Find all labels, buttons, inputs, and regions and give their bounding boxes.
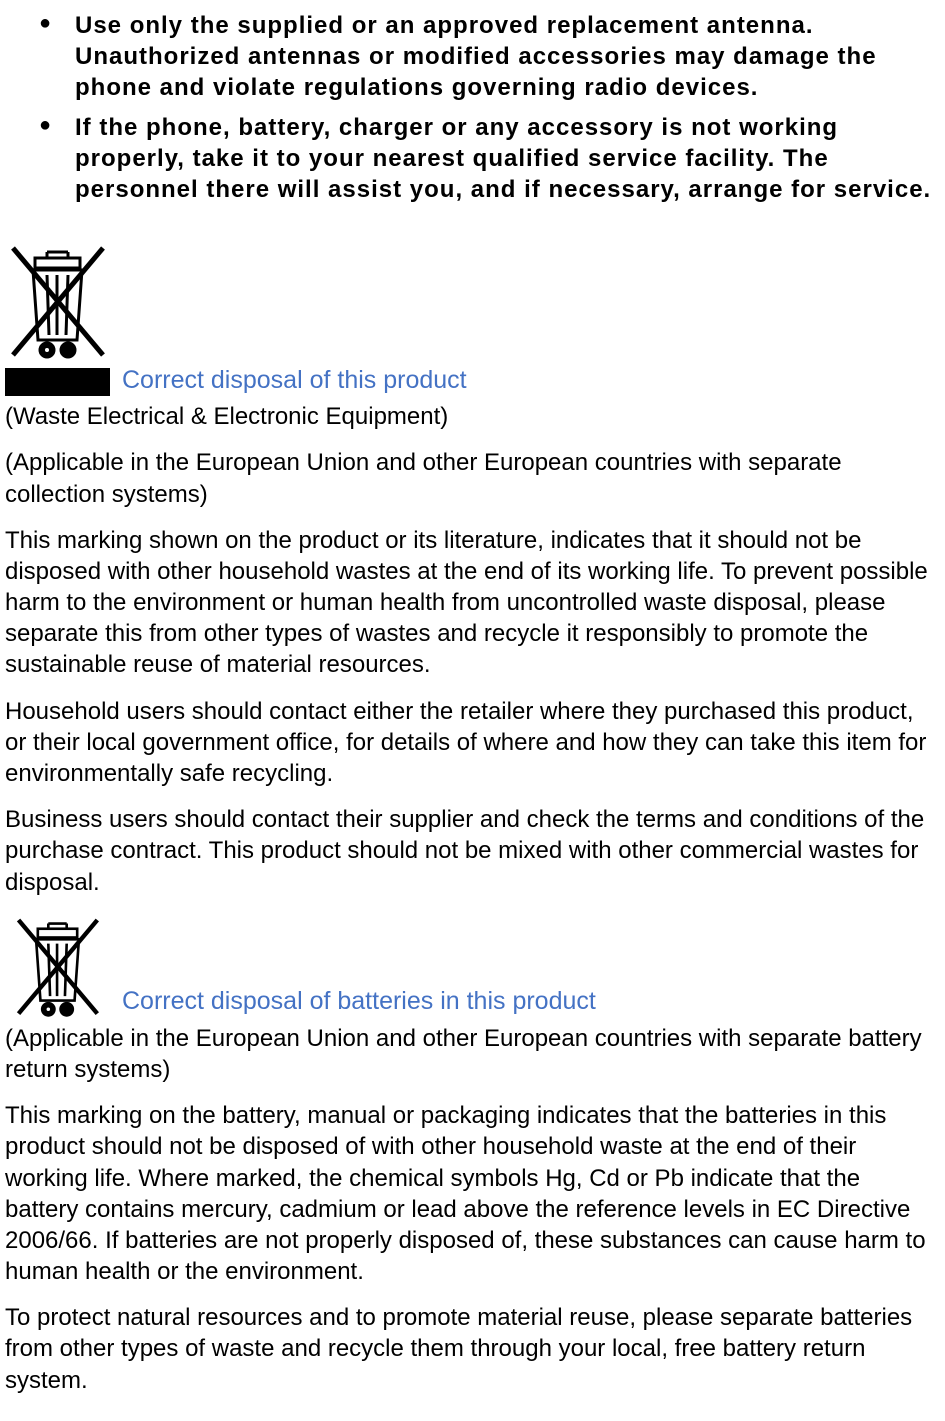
battery-p1: (Applicable in the European Union and ot…	[5, 1023, 940, 1085]
battery-p2: This marking on the battery, manual or p…	[5, 1100, 940, 1287]
battery-p3: To protect natural resources and to prom…	[5, 1302, 940, 1396]
care-bullet-list: Use only the supplied or an approved rep…	[5, 10, 940, 205]
disposal-p4: Business users should contact their supp…	[5, 804, 940, 898]
bullet-item-service: If the phone, battery, charger or any ac…	[45, 112, 940, 206]
battery-disposal-icon-row: Correct disposal of batteries in this pr…	[5, 913, 940, 1018]
disposal-p1: (Applicable in the European Union and ot…	[5, 447, 940, 509]
disposal-icon-block: Correct disposal of this product	[5, 240, 940, 401]
bullet-item-antenna: Use only the supplied or an approved rep…	[45, 10, 940, 104]
disposal-p3: Household users should contact either th…	[5, 696, 940, 790]
disposal-p2: This marking shown on the product or its…	[5, 525, 940, 681]
disposal-battery-heading: Correct disposal of batteries in this pr…	[122, 985, 596, 1018]
crossed-bin-icon-small	[5, 913, 110, 1018]
crossed-bin-icon-large	[5, 240, 110, 360]
disposal-product-heading: Correct disposal of this product	[122, 364, 467, 397]
black-bar-icon	[5, 368, 110, 396]
weee-subtitle: (Waste Electrical & Electronic Equipment…	[5, 401, 940, 432]
